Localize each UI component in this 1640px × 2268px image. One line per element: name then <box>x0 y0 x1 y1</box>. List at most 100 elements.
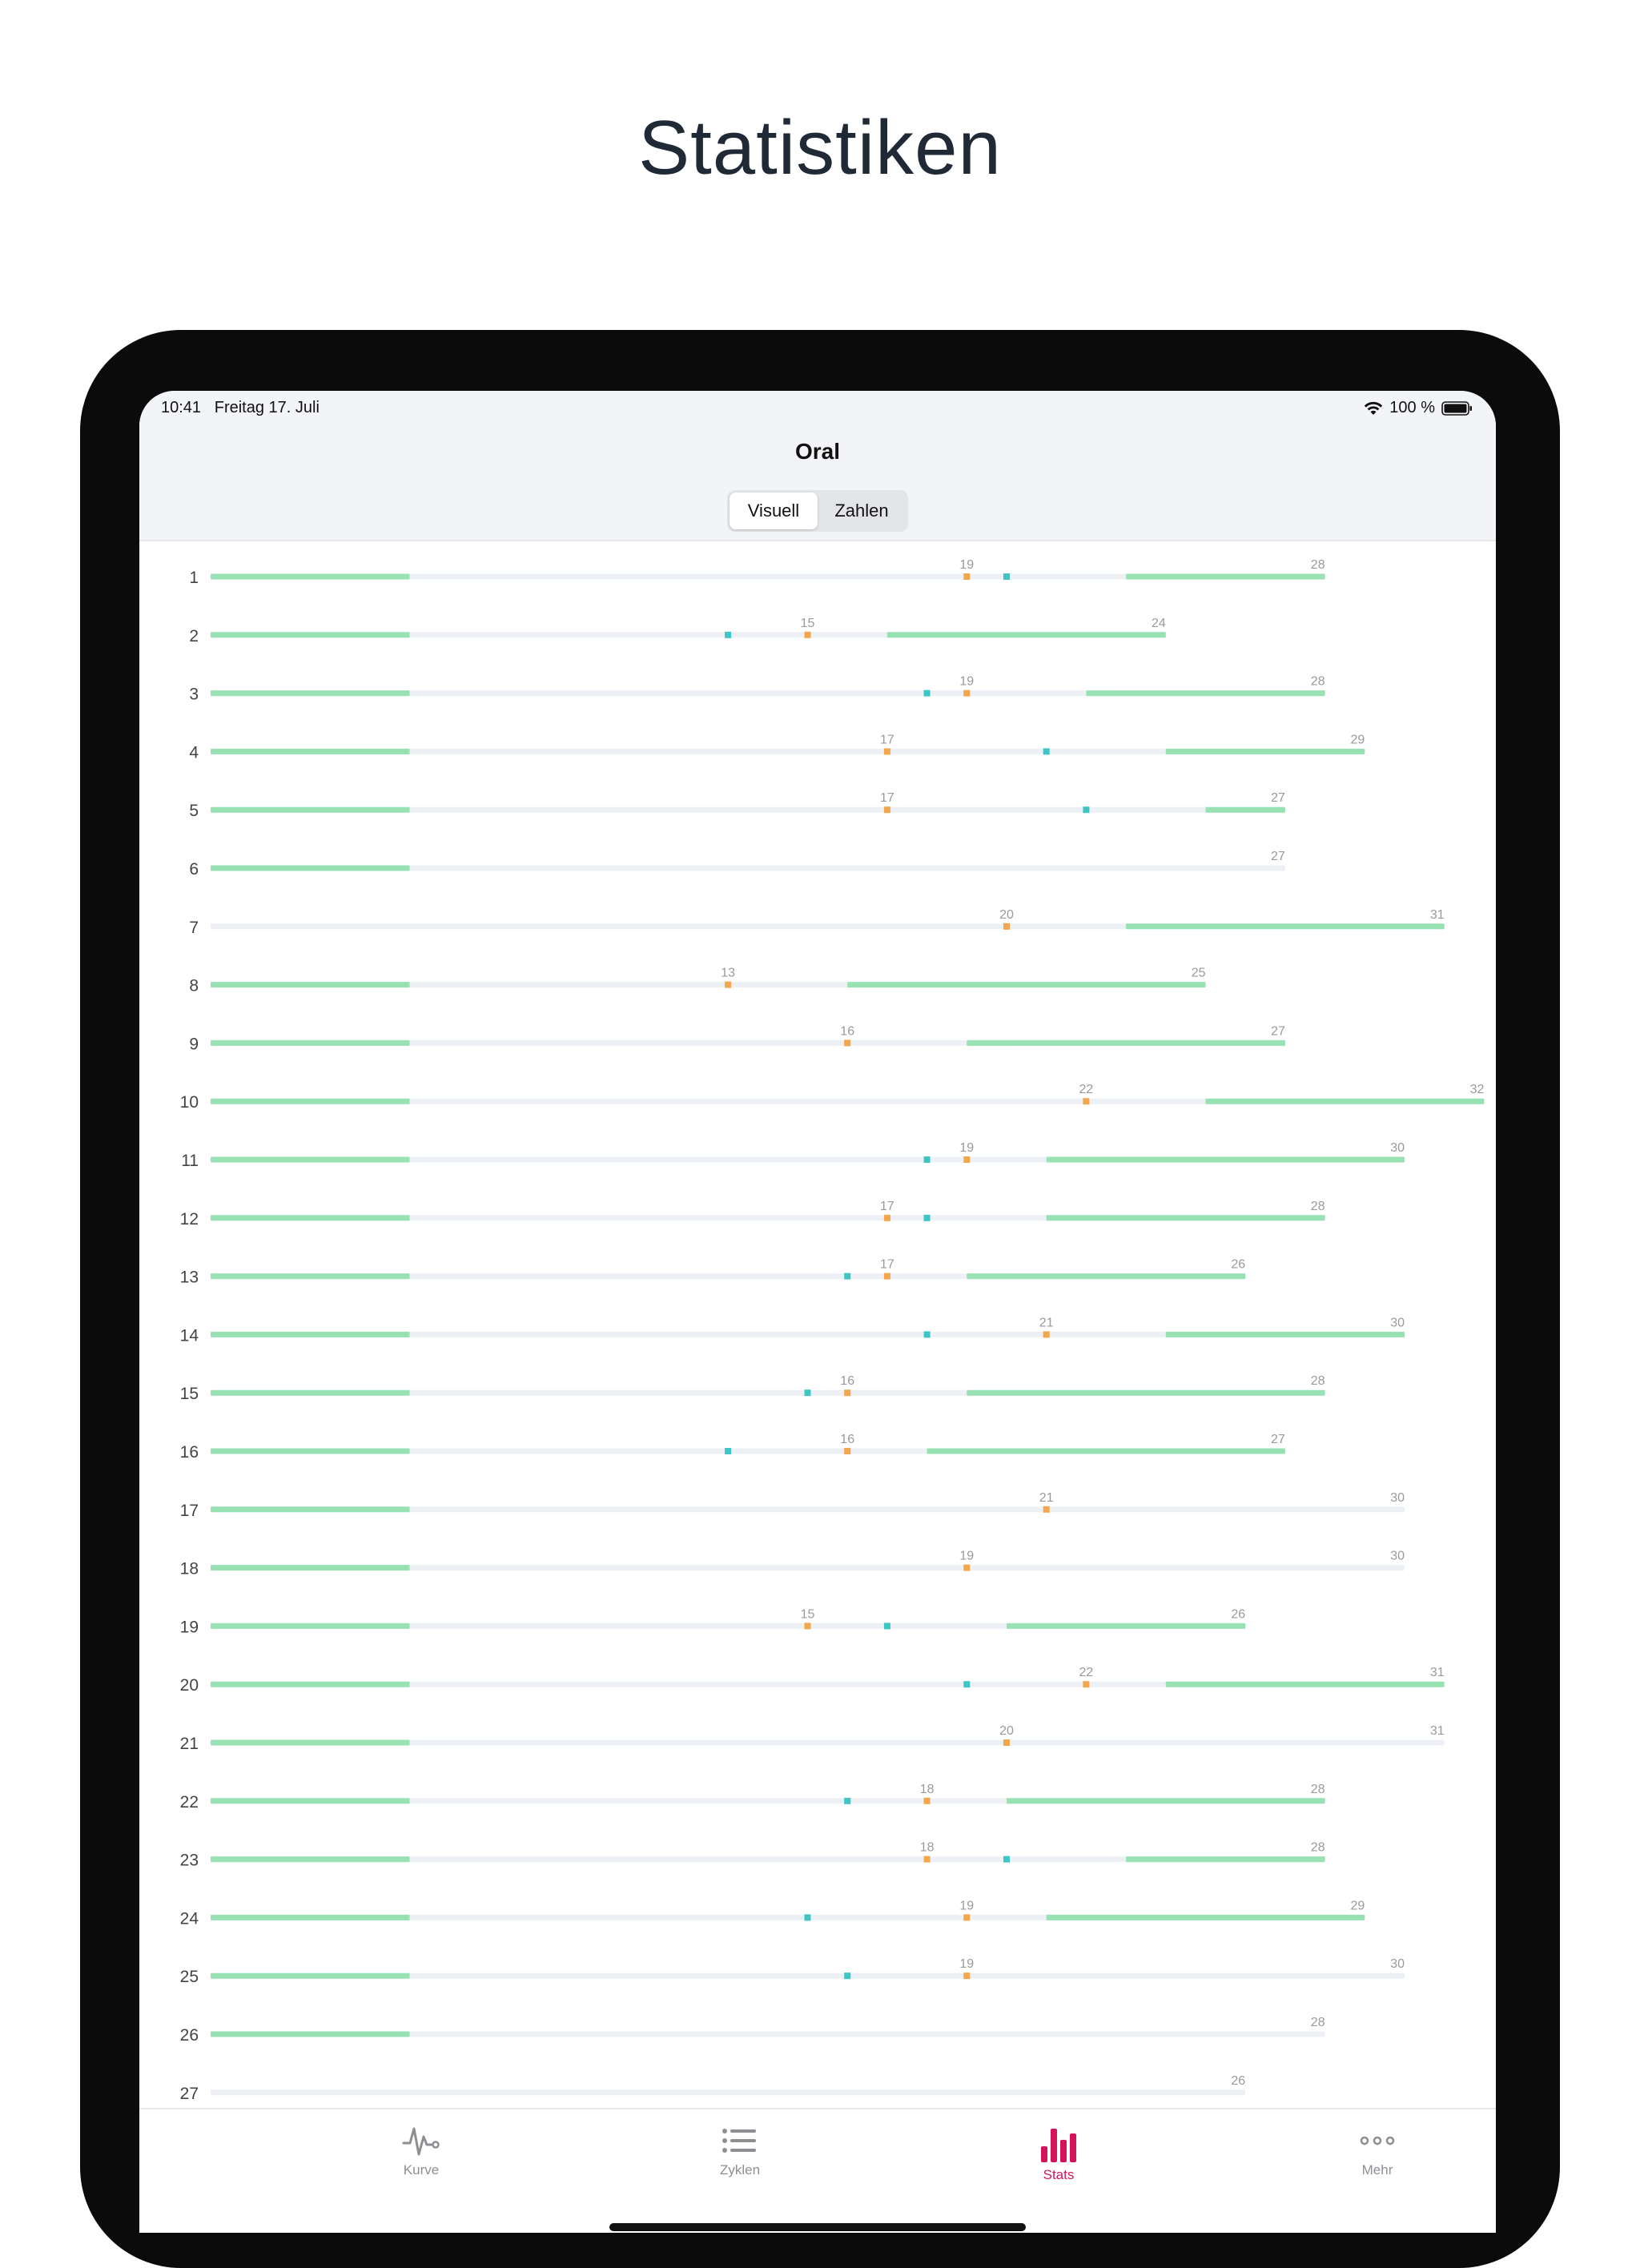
cycle-length-label: 27 <box>1271 1433 1285 1446</box>
cycle-length-label: 28 <box>1311 675 1325 689</box>
ovulation-marker <box>1003 923 1010 930</box>
cycle-length-label: 30 <box>1390 1491 1405 1505</box>
cycle-track <box>211 806 1285 813</box>
ovulation-day-label: 15 <box>801 617 815 630</box>
ovulation-day-label: 20 <box>999 908 1014 922</box>
segment-zahlen[interactable]: Zahlen <box>834 501 889 521</box>
cycle-number: 4 <box>189 743 199 762</box>
cycle-length-label: 24 <box>1152 617 1166 630</box>
temperature-marker <box>923 1156 931 1163</box>
tab-kurve[interactable]: Kurve <box>341 2124 501 2196</box>
fertile-bar <box>1046 1215 1325 1221</box>
cycle-number: 7 <box>189 919 199 937</box>
ovulation-marker <box>963 573 971 580</box>
ovulation-day-label: 19 <box>959 1550 974 1563</box>
fertile-bar <box>967 1389 1325 1396</box>
cycle-number: 11 <box>181 1152 199 1170</box>
cycle-length-label: 31 <box>1430 908 1445 922</box>
bleeding-bar <box>211 748 410 754</box>
cycle-length-label: 27 <box>1271 1024 1285 1038</box>
cycle-track <box>211 1506 1405 1513</box>
battery-percent: 100 % <box>1389 399 1435 416</box>
cycle-track <box>211 1739 1445 1746</box>
fertile-bar <box>1126 923 1445 930</box>
cycle-number: 27 <box>180 2085 199 2103</box>
bleeding-bar <box>211 1448 410 1454</box>
cycle-length-label: 27 <box>1271 850 1285 863</box>
tab-stats[interactable]: Stats <box>979 2124 1139 2196</box>
ovulation-day-label: 21 <box>1039 1316 1054 1329</box>
tab-kurve-label: Kurve <box>403 2162 440 2178</box>
cycle-track <box>211 1681 1445 1687</box>
ovulation-marker <box>963 1914 971 1921</box>
status-time: 10:41 Freitag 17. Juli <box>161 399 320 417</box>
bleeding-bar <box>211 1215 410 1221</box>
temperature-marker <box>1003 573 1010 580</box>
fertile-bar <box>1165 748 1365 754</box>
tab-bar: Kurve Zyklen Stats M <box>139 2108 1496 2233</box>
temperature-marker <box>844 1972 851 1980</box>
cycle-length-label: 25 <box>1192 967 1206 980</box>
bleeding-bar <box>211 1156 410 1163</box>
bleeding-bar <box>211 573 410 580</box>
cycle-number: 18 <box>180 1560 199 1578</box>
tab-zyklen-label: Zyklen <box>719 2162 761 2178</box>
bleeding-bar <box>211 1798 410 1804</box>
ovulation-marker <box>923 1797 931 1804</box>
cycle-number: 8 <box>189 977 199 995</box>
cycle-number: 17 <box>180 1502 199 1520</box>
segment-visuell[interactable]: Visuell <box>730 493 818 529</box>
fertile-bar <box>1007 1798 1325 1804</box>
bleeding-bar <box>211 806 410 813</box>
bleeding-bar <box>211 1972 410 1979</box>
cycle-number: 12 <box>180 1210 199 1228</box>
cycle-number: 26 <box>180 2026 199 2045</box>
ovulation-day-label: 22 <box>1079 1083 1094 1096</box>
cycle-length-label: 30 <box>1390 1141 1405 1155</box>
tab-mehr[interactable]: Mehr <box>1297 2124 1457 2196</box>
bleeding-bar <box>211 1331 410 1337</box>
bleeding-bar <box>211 1040 410 1046</box>
fertile-bar <box>1205 1098 1485 1104</box>
cycle-length-label: 26 <box>1231 2074 1245 2088</box>
cycle-track <box>211 573 1325 580</box>
ovulation-marker <box>963 690 971 697</box>
cycle-length-label: 26 <box>1231 1258 1245 1272</box>
ovulation-day-label: 19 <box>959 1141 974 1155</box>
cycle-number: 25 <box>180 1968 199 1986</box>
temperature-marker <box>804 1914 811 1921</box>
page-headline: Statistiken <box>638 105 1002 191</box>
bleeding-bar <box>211 690 410 697</box>
status-date: Freitag 17. Juli <box>214 399 320 416</box>
cycle-track <box>211 748 1365 754</box>
ovulation-day-label: 19 <box>959 558 974 572</box>
list-icon <box>722 2129 756 2153</box>
home-indicator <box>609 2223 1026 2231</box>
ovulation-marker <box>804 1623 811 1630</box>
cycle-length-label: 26 <box>1231 1607 1245 1621</box>
cycle-length-label: 30 <box>1390 1550 1405 1563</box>
ovulation-marker <box>923 1856 931 1863</box>
bleeding-bar <box>211 1565 410 1571</box>
cycle-track <box>211 865 1285 871</box>
ovulation-marker <box>844 1389 851 1397</box>
cycle-number: 3 <box>189 686 199 704</box>
cycle-length-label: 29 <box>1351 1899 1365 1912</box>
temperature-marker <box>923 690 931 697</box>
cycle-length-label: 29 <box>1351 733 1365 746</box>
more-icon <box>1360 2136 1395 2145</box>
view-segmented-control: Visuell Zahlen <box>727 490 908 532</box>
cycle-track <box>211 2089 1246 2096</box>
fertile-bar <box>1205 806 1285 813</box>
nav-title: Oral <box>794 439 841 464</box>
temperature-marker <box>923 1214 931 1221</box>
cycle-number: 24 <box>180 1909 199 1928</box>
cycle-length-label: 28 <box>1311 1200 1325 1213</box>
cycle-length-label: 28 <box>1311 558 1325 572</box>
bar-chart-icon <box>1041 2129 1076 2162</box>
temperature-marker <box>1003 1856 1010 1863</box>
tab-zyklen[interactable]: Zyklen <box>660 2124 820 2196</box>
temperature-marker <box>844 1273 851 1280</box>
cycle-length-label: 27 <box>1271 791 1285 805</box>
pulse-icon <box>402 2127 440 2156</box>
